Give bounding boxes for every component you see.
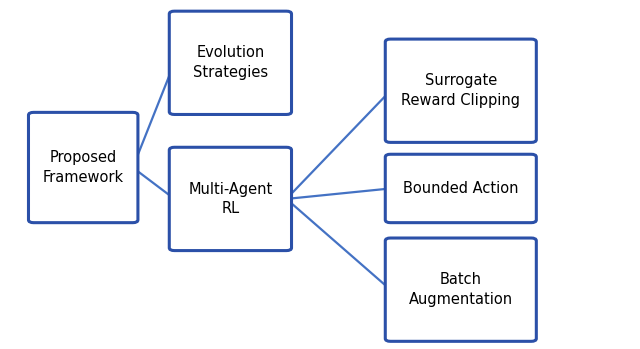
FancyBboxPatch shape (169, 11, 292, 114)
Text: Batch
Augmentation: Batch Augmentation (409, 272, 513, 307)
Text: Multi-Agent
RL: Multi-Agent RL (188, 181, 273, 216)
Text: Evolution
Strategies: Evolution Strategies (193, 45, 268, 80)
FancyBboxPatch shape (385, 238, 536, 341)
Text: Bounded Action: Bounded Action (403, 181, 518, 196)
FancyBboxPatch shape (29, 112, 138, 223)
Text: Surrogate
Reward Clipping: Surrogate Reward Clipping (401, 73, 520, 108)
FancyBboxPatch shape (385, 154, 536, 223)
Text: Proposed
Framework: Proposed Framework (43, 150, 124, 185)
FancyBboxPatch shape (385, 39, 536, 142)
FancyBboxPatch shape (169, 147, 292, 251)
